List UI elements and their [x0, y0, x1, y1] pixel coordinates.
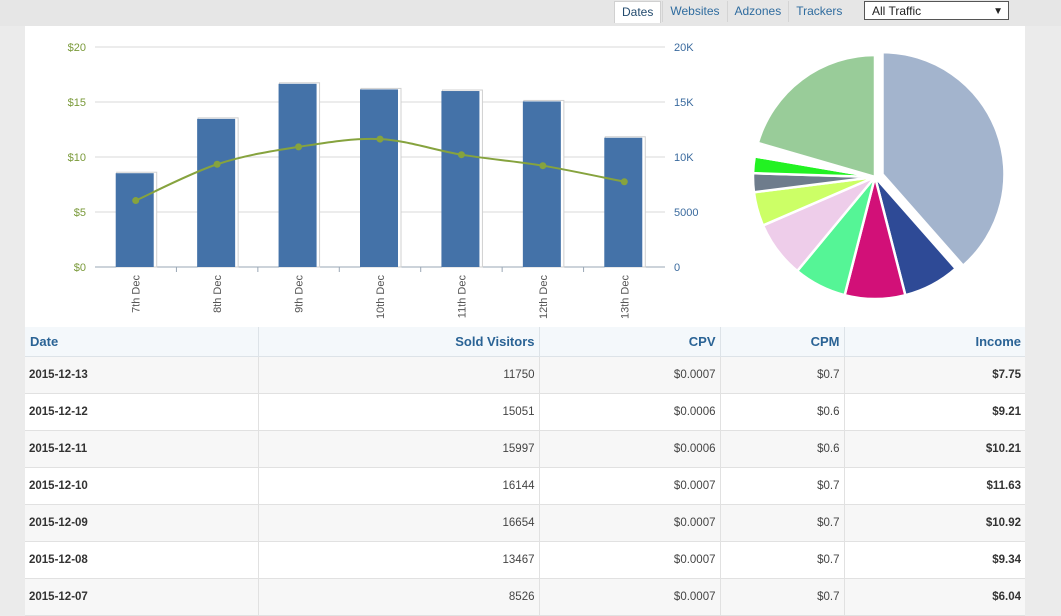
- table-row: 2015-12-10 16144 $0.0007 $0.7 $11.63: [25, 467, 1025, 505]
- chevron-down-icon: ▼: [993, 6, 1003, 17]
- income-point: [620, 178, 628, 186]
- cell-cpm: $0.7: [720, 578, 845, 616]
- income-point: [376, 135, 384, 143]
- bar: [278, 83, 317, 267]
- cell-sold-visitors: 8526: [258, 578, 540, 616]
- table-row: 2015-12-08 13467 $0.0007 $0.7 $9.34: [25, 541, 1025, 579]
- x-tick-label: 10th Dec: [375, 275, 387, 320]
- bar: [441, 91, 480, 268]
- y-right-tick-label: 5000: [674, 207, 698, 219]
- report-panel: $0 0 $5 5000 $10 10K $15 15K $20 20K 7th Dec 8th De…: [25, 26, 1025, 616]
- y-left-tick-label: $10: [68, 152, 86, 164]
- bar: [604, 137, 643, 267]
- cell-cpm: $0.7: [720, 356, 845, 394]
- tab-trackers[interactable]: Trackers: [788, 1, 849, 22]
- x-tick-label: 7th Dec: [131, 275, 143, 313]
- cell-income: $9.34: [844, 541, 1025, 579]
- pie-slice: [756, 53, 877, 179]
- y-left-tick-label: $20: [68, 42, 86, 54]
- header-cpm[interactable]: CPM: [720, 327, 845, 357]
- traffic-select[interactable]: All Traffic ▼: [864, 1, 1009, 20]
- cell-sold-visitors: 16144: [258, 467, 540, 505]
- header-cpv[interactable]: CPV: [539, 327, 721, 357]
- cell-sold-visitors: 11750: [258, 356, 540, 394]
- cell-sold-visitors: 13467: [258, 541, 540, 579]
- cell-income: $6.04: [844, 578, 1025, 616]
- view-tabs: Dates Websites Adzones Trackers: [614, 1, 849, 23]
- cell-cpv: $0.0006: [539, 430, 721, 468]
- income-point: [132, 197, 140, 205]
- cell-cpv: $0.0006: [539, 393, 721, 431]
- table-header-row: Date Sold Visitors CPV CPM Income: [25, 327, 1025, 357]
- cell-cpv: $0.0007: [539, 541, 721, 579]
- cell-date: 2015-12-11: [25, 430, 259, 468]
- cell-cpm: $0.7: [720, 467, 845, 505]
- income-point: [295, 143, 303, 151]
- bar: [522, 101, 561, 268]
- cell-date: 2015-12-07: [25, 578, 259, 616]
- table-row: 2015-12-12 15051 $0.0006 $0.6 $9.21: [25, 393, 1025, 431]
- cell-income: $7.75: [844, 356, 1025, 394]
- toolbar: Dates Websites Adzones Trackers All Traf…: [0, 0, 1061, 26]
- cell-cpm: $0.6: [720, 393, 845, 431]
- y-left-tick-label: $5: [74, 207, 86, 219]
- header-date[interactable]: Date: [25, 327, 259, 357]
- cell-sold-visitors: 16654: [258, 504, 540, 542]
- cell-cpv: $0.0007: [539, 578, 721, 616]
- table-row: 2015-12-13 11750 $0.0007 $0.7 $7.75: [25, 356, 1025, 394]
- cell-date: 2015-12-13: [25, 356, 259, 394]
- y-right-tick-label: 10K: [674, 152, 694, 164]
- cell-income: $10.92: [844, 504, 1025, 542]
- header-sold-visitors[interactable]: Sold Visitors: [258, 327, 540, 357]
- x-tick-label: 13th Dec: [619, 275, 631, 320]
- table-row: 2015-12-07 8526 $0.0007 $0.7 $6.04: [25, 578, 1025, 616]
- cell-cpm: $0.6: [720, 430, 845, 468]
- cell-date: 2015-12-10: [25, 467, 259, 505]
- cell-date: 2015-12-12: [25, 393, 259, 431]
- income-point: [457, 151, 465, 159]
- bar-line-chart: $0 0 $5 5000 $10 10K $15 15K $20 20K 7th Dec 8th De…: [68, 42, 699, 320]
- cell-date: 2015-12-09: [25, 504, 259, 542]
- bar: [360, 89, 398, 267]
- tab-adzones[interactable]: Adzones: [726, 1, 789, 22]
- traffic-select-value: All Traffic: [872, 4, 922, 18]
- cell-date: 2015-12-08: [25, 541, 259, 579]
- income-point: [213, 160, 221, 168]
- cell-income: $9.21: [844, 393, 1025, 431]
- cell-income: $11.63: [844, 467, 1025, 505]
- pie-chart: [751, 50, 1006, 301]
- cell-cpv: $0.0007: [539, 504, 721, 542]
- tab-dates[interactable]: Dates: [614, 1, 662, 23]
- x-tick-label: 12th Dec: [538, 275, 550, 320]
- cell-cpv: $0.0007: [539, 356, 721, 394]
- bar: [197, 118, 236, 267]
- cell-sold-visitors: 15051: [258, 393, 540, 431]
- y-left-tick-label: $0: [74, 262, 86, 274]
- income-point: [539, 162, 547, 170]
- cell-cpm: $0.7: [720, 504, 845, 542]
- charts-area: $0 0 $5 5000 $10 10K $15 15K $20 20K 7th Dec 8th De…: [25, 26, 1025, 326]
- tab-websites[interactable]: Websites: [662, 1, 726, 22]
- pie-slice: [881, 50, 1006, 268]
- stats-table: Date Sold Visitors CPV CPM Income 2015-1…: [25, 327, 1025, 616]
- y-right-tick-label: 20K: [674, 42, 694, 54]
- x-tick-label: 8th Dec: [212, 275, 224, 313]
- header-income[interactable]: Income: [844, 327, 1025, 357]
- y-right-tick-label: 0: [674, 262, 680, 274]
- bar: [115, 173, 154, 267]
- table-row: 2015-12-09 16654 $0.0007 $0.7 $10.92: [25, 504, 1025, 542]
- table-row: 2015-12-11 15997 $0.0006 $0.6 $10.21: [25, 430, 1025, 468]
- cell-cpm: $0.7: [720, 541, 845, 579]
- y-left-tick-label: $15: [68, 97, 86, 109]
- y-right-tick-label: 15K: [674, 97, 694, 109]
- cell-cpv: $0.0007: [539, 467, 721, 505]
- x-tick-label: 9th Dec: [294, 275, 306, 313]
- cell-income: $10.21: [844, 430, 1025, 468]
- cell-sold-visitors: 15997: [258, 430, 540, 468]
- x-tick-label: 11th Dec: [456, 275, 468, 319]
